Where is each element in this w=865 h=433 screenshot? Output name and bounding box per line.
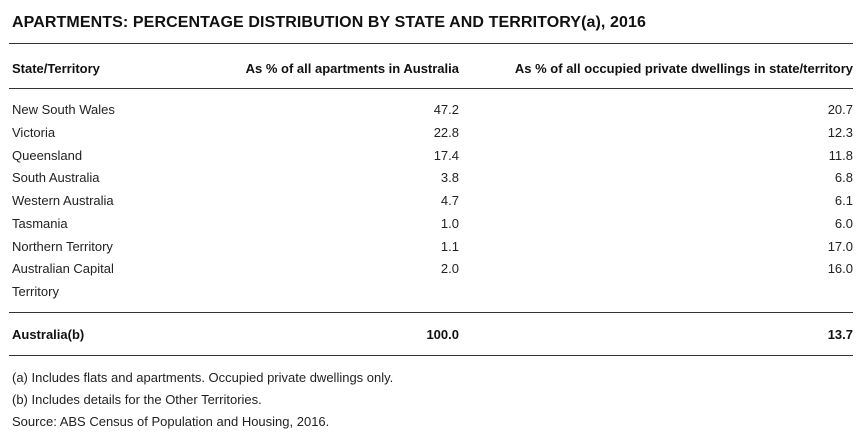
row-pct-apartments: 47.2 xyxy=(433,102,459,117)
row-pct-dwellings: 11.8 xyxy=(828,147,853,163)
row-pct-apartments: 22.8 xyxy=(433,124,459,140)
table-row: Western Australia 4.7 6.1 xyxy=(0,190,865,213)
row-state: Western Australia xyxy=(12,193,114,208)
row-pct-dwellings: 6.8 xyxy=(834,170,853,186)
row-state: Northern Territory xyxy=(12,238,113,254)
total-rule-top xyxy=(9,312,853,313)
row-pct-apartments: 2.0 xyxy=(440,261,459,277)
total-row: Australia(b) 100.0 13.7 xyxy=(0,324,865,346)
table-row: Tasmania 1.0 6.0 xyxy=(0,213,865,236)
table-row: Northern Territory 1.1 17.0 xyxy=(0,236,865,259)
top-rule xyxy=(9,43,853,44)
total-rule-bottom xyxy=(9,355,853,356)
table-title: APARTMENTS: PERCENTAGE DISTRIBUTION BY S… xyxy=(12,14,647,31)
row-pct-apartments: 4.7 xyxy=(440,193,459,208)
total-pct-dwellings: 13.7 xyxy=(827,327,853,342)
header-pct-apartments: As % of all apartments in Australia xyxy=(245,61,459,76)
table-body: New South Wales 47.2 20.7 Victoria 22.8 … xyxy=(0,99,865,304)
footnote-b: (b) Includes details for the Other Terri… xyxy=(12,392,262,407)
table-row: Australian Capital Territory 2.0 16.0 xyxy=(0,258,865,304)
row-pct-dwellings: 12.3 xyxy=(827,124,853,140)
row-pct-apartments: 1.0 xyxy=(440,215,459,231)
row-state: New South Wales xyxy=(12,102,115,117)
total-state: Australia(b) xyxy=(12,327,85,342)
row-pct-dwellings: 20.7 xyxy=(827,102,853,117)
header-rule xyxy=(9,88,853,89)
header-pct-dwellings: As % of all occupied private dwellings i… xyxy=(514,61,853,76)
row-pct-apartments: 1.1 xyxy=(440,238,459,254)
table-row: New South Wales 47.2 20.7 xyxy=(0,99,865,122)
header-state: State/Territory xyxy=(12,61,100,76)
row-pct-dwellings: 6.1 xyxy=(834,193,853,208)
row-pct-dwellings: 16.0 xyxy=(827,261,853,277)
row-state: Australian Capital Territory xyxy=(12,261,114,299)
table-row: Queensland 17.4 11.8 xyxy=(0,145,865,168)
row-pct-dwellings: 6.0 xyxy=(834,215,853,231)
total-pct-apartments: 100.0 xyxy=(426,327,459,342)
row-state: Tasmania xyxy=(12,215,68,231)
row-pct-apartments: 3.8 xyxy=(440,170,459,186)
row-state: South Australia xyxy=(12,170,100,186)
row-pct-apartments: 17.4 xyxy=(433,147,459,163)
footnotes: (a) Includes flats and apartments. Occup… xyxy=(12,367,393,433)
row-state: Queensland xyxy=(12,147,83,163)
footnote-a: (a) Includes flats and apartments. Occup… xyxy=(12,370,394,385)
table-row: South Australia 3.8 6.8 xyxy=(0,167,865,190)
source-note: Source: ABS Census of Population and Hou… xyxy=(12,414,330,429)
table-row: Victoria 22.8 12.3 xyxy=(0,122,865,145)
row-pct-dwellings: 17.0 xyxy=(827,238,853,254)
row-state: Victoria xyxy=(12,124,56,140)
